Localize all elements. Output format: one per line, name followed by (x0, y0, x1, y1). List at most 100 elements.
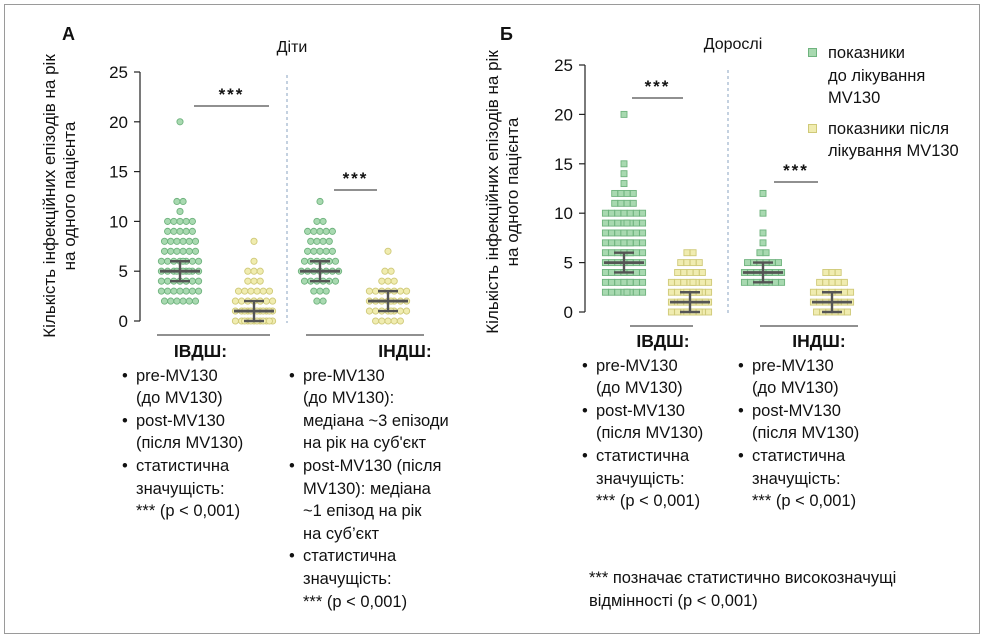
y-tick-label: 15 (109, 163, 128, 182)
data-point (167, 247, 175, 255)
data-point (262, 297, 270, 305)
data-point (695, 259, 703, 267)
data-point (173, 197, 181, 206)
data-point (319, 217, 327, 225)
data-point (601, 239, 609, 247)
data-point (632, 219, 640, 227)
data-point (157, 277, 165, 285)
data-point (244, 267, 252, 275)
data-point (250, 267, 258, 275)
data-point (176, 207, 184, 215)
data-point (689, 278, 697, 286)
data-point (247, 287, 255, 295)
data-point (259, 287, 267, 295)
data-point (759, 209, 767, 217)
data-point (238, 297, 246, 305)
data-point (231, 297, 239, 305)
data-point (170, 217, 178, 225)
data-point (601, 219, 609, 227)
footnote-line1: *** позначає статистично високозначущі (589, 569, 897, 587)
data-point (620, 110, 628, 118)
data-point (179, 237, 187, 245)
data-point (632, 278, 640, 286)
data-point (328, 247, 336, 255)
data-point (614, 229, 622, 237)
data-point (632, 209, 640, 217)
data-point (310, 227, 318, 235)
data-point (164, 277, 172, 285)
note-b-ivdsh: ІВДШ: pre-MV130(до MV130) post-MV130(піс… (578, 330, 748, 513)
y-axis-label-line: на одного пацієнта (60, 121, 79, 270)
data-point (705, 288, 713, 296)
legend-swatch-post (808, 123, 817, 133)
data-point (396, 287, 404, 295)
data-point (322, 287, 330, 295)
data-point (639, 269, 647, 276)
data-point (674, 269, 682, 276)
data-point (683, 249, 691, 257)
data-point (620, 239, 628, 247)
data-point (686, 269, 694, 276)
data-point (195, 257, 203, 265)
panel-label: Б (500, 24, 513, 44)
data-point (328, 227, 336, 235)
data-point (331, 257, 340, 265)
data-point (381, 267, 389, 275)
data-point (705, 278, 713, 286)
data-point (608, 209, 616, 217)
significance-stars: *** (783, 161, 809, 180)
data-point (319, 297, 327, 305)
data-point (840, 288, 848, 296)
data-point (639, 288, 647, 296)
data-point (809, 288, 817, 296)
data-point (740, 278, 748, 286)
data-point (316, 247, 324, 255)
data-point (759, 189, 767, 197)
data-point (698, 278, 706, 286)
data-point (834, 269, 842, 276)
note-item: pre-MV130(до MV130):медіана ~3 епізодина… (289, 365, 485, 455)
data-point (626, 278, 634, 286)
y-tick-label: 5 (119, 262, 128, 281)
data-point (188, 287, 196, 295)
y-axis-label: Кількість інфекційних епізодів на рік на … (40, 54, 79, 338)
legend-swatch-pre (808, 48, 817, 57)
data-point (185, 247, 193, 255)
data-point (623, 219, 631, 227)
data-point (674, 278, 682, 286)
data-point (269, 297, 277, 305)
data-point (629, 199, 637, 207)
data-point (816, 288, 824, 296)
data-point (304, 227, 312, 235)
data-point (250, 277, 258, 285)
data-point (176, 118, 184, 126)
data-point (601, 209, 609, 217)
note-a-indsh: ІНДШ: pre-MV130(до MV130):медіана ~3 епі… (285, 340, 485, 613)
data-point (188, 257, 196, 265)
data-point (620, 160, 628, 168)
significance-stars: *** (645, 77, 671, 96)
data-point (390, 277, 398, 285)
note-a-ivdsh-head: ІВДШ: (173, 341, 228, 361)
y-axis-label: Кількість інфекційних епізодів на рік на … (483, 50, 522, 334)
data-point (667, 278, 675, 286)
data-point (384, 317, 392, 325)
data-point (639, 209, 647, 217)
note-item: pre-MV130(до MV130) (122, 365, 283, 410)
data-point (322, 247, 330, 255)
data-point (241, 287, 249, 295)
data-point (677, 259, 685, 267)
data-point (173, 297, 181, 305)
data-point (778, 278, 786, 286)
data-point (611, 189, 619, 197)
data-point (157, 287, 165, 295)
data-point (698, 269, 706, 276)
data-point (310, 287, 318, 295)
data-point (601, 278, 609, 286)
data-point (601, 288, 609, 296)
y-axis-label-line: Кількість інфекційних епізодів на рік (40, 54, 59, 338)
data-point (188, 217, 196, 225)
data-point (167, 297, 175, 305)
data-point (170, 227, 178, 235)
